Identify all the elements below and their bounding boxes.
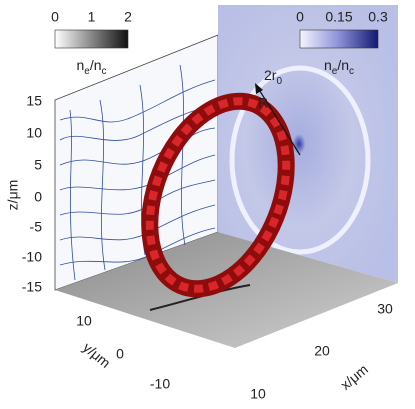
x-tick-label: 20 [314,343,330,359]
z-tick-label: -10 [22,249,42,265]
colorbar [55,30,128,48]
x-tick-label: 30 [377,301,393,317]
text-part: c [102,66,107,77]
x-tick-label: 10 [250,386,266,402]
z-tick-label: -15 [22,279,42,295]
y-axis-label: y/μm [80,339,114,371]
colorbar-tick-label: 0 [296,9,304,25]
text-part: c [349,66,354,77]
colorbar-tick-label: 1 [88,9,96,25]
z-tick-label: 10 [26,125,42,141]
y-tick-label: 10 [76,313,92,329]
colorbar-tick-label: 0.15 [325,9,352,25]
colorbar-tick-label: 0.3 [368,9,388,25]
x-axis-label: x/μm [337,361,371,393]
z-tick-label: 0 [34,189,42,205]
colorbar [300,30,378,48]
radius-label: R [258,95,268,111]
figure: 012ne/nc00.150.3ne/nc151050-5-10-15z/μm1… [0,0,415,404]
z-tick-label: -5 [30,219,43,235]
colorbar-tick-label: 2 [124,9,132,25]
text-part: /n [337,57,349,73]
z-tick-label: 15 [26,93,42,109]
colorbar-tick-label: 0 [51,9,59,25]
y-tick-label: 0 [116,346,124,362]
text-part: 0 [276,76,282,87]
text-part: n [76,57,84,73]
text-part: 2r [264,67,277,83]
z-axis-label: z/μm [5,180,21,211]
colorbar-label: ne/nc [76,57,106,77]
y-tick-label: -10 [150,376,170,392]
text-part: /n [90,57,102,73]
z-tick-label: 5 [34,157,42,173]
text-part: n [324,57,332,73]
